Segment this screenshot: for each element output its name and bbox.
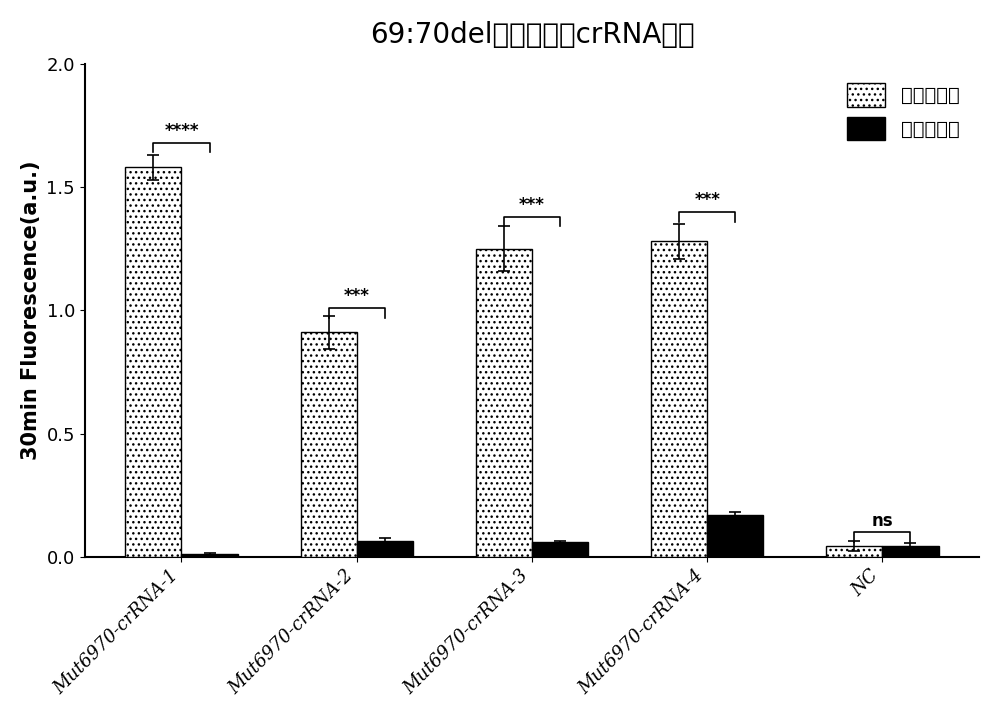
Bar [826,546,882,557]
Bar [125,168,181,557]
Legend: 突变型模板, 野生型模板: 突变型模板, 野生型模板 [837,73,969,150]
Bar [532,542,588,557]
Y-axis label: 30min Fluorescence(a.u.): 30min Fluorescence(a.u.) [21,160,41,460]
Bar [357,541,413,557]
Text: ****: **** [164,122,199,140]
Text: ***: *** [694,191,720,209]
Bar [651,242,707,557]
Text: ***: *** [519,196,545,214]
Text: ns: ns [872,512,893,530]
Bar [882,546,939,557]
Bar [301,332,357,557]
Text: ***: *** [344,288,370,306]
Bar [476,249,532,557]
Title: 69:70del位点突变型crRNA筛选: 69:70del位点突变型crRNA筛选 [370,21,694,49]
Bar [707,515,763,557]
Bar [181,554,238,557]
